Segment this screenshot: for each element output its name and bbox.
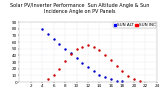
Text: Solar PV/Inverter Performance  Sun Altitude Angle & Sun Incidence Angle on PV Pa: Solar PV/Inverter Performance Sun Altitu… [10,3,150,14]
Legend: SUN ALT, SUN INC: SUN ALT, SUN INC [113,22,156,28]
